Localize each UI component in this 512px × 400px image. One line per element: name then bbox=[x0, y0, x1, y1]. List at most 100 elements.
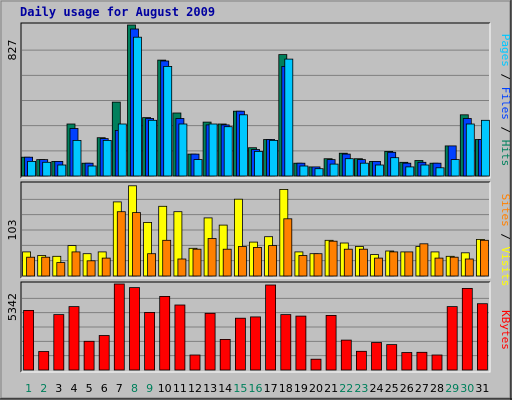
bar-kbytes-day-14 bbox=[219, 338, 231, 371]
bar-kbytes-day-4 bbox=[68, 306, 80, 371]
bar-pages-day-18 bbox=[284, 58, 294, 177]
bar-pages-day-31 bbox=[480, 119, 490, 177]
bar-sites-day-15 bbox=[237, 246, 247, 277]
legend-entry-files: Files bbox=[499, 87, 512, 120]
x-tick-day-14: 14 bbox=[218, 382, 232, 395]
bar-sites-day-26 bbox=[404, 251, 414, 277]
bar-kbytes-day-10 bbox=[159, 295, 171, 371]
bar-kbytes-day-21 bbox=[325, 314, 337, 371]
plot-border-bottom-right bbox=[21, 182, 491, 279]
bar-kbytes-day-12 bbox=[189, 354, 201, 371]
bar-pages-day-14 bbox=[223, 126, 233, 177]
bar-pages-day-28 bbox=[435, 167, 445, 177]
x-tick-day-1: 1 bbox=[25, 382, 32, 395]
chart-title: Daily usage for August 2009 bbox=[20, 5, 215, 19]
x-tick-day-2: 2 bbox=[40, 382, 47, 395]
bar-kbytes-day-23 bbox=[355, 350, 367, 371]
plot-border-top-left bbox=[20, 22, 490, 178]
plot-border-bottom-right bbox=[21, 282, 491, 373]
plot-border-bottom-right bbox=[21, 23, 491, 179]
bar-sites-day-9 bbox=[147, 253, 157, 277]
bar-pages-day-19 bbox=[299, 165, 309, 177]
bar-kbytes-day-27 bbox=[416, 351, 428, 371]
x-tick-day-30: 30 bbox=[460, 382, 474, 395]
legend-visits-sites: Sites / Visits bbox=[499, 194, 512, 287]
bar-sites-day-6 bbox=[101, 257, 111, 277]
bar-sites-day-31 bbox=[479, 239, 489, 277]
legend-entry-sites: Sites bbox=[499, 194, 512, 227]
bar-kbytes-day-5 bbox=[83, 340, 95, 371]
legend-entry-hits: Hits bbox=[499, 140, 512, 167]
bar-kbytes-day-13 bbox=[204, 312, 216, 371]
x-tick-day-21: 21 bbox=[324, 382, 338, 395]
x-tick-day-15: 15 bbox=[233, 382, 247, 395]
x-tick-day-9: 9 bbox=[146, 382, 153, 395]
panel-hits-files-pages bbox=[20, 22, 491, 179]
bar-sites-day-3 bbox=[56, 262, 66, 277]
bar-sites-day-24 bbox=[374, 257, 383, 277]
bar-pages-day-1 bbox=[27, 160, 37, 177]
bar-pages-day-6 bbox=[102, 139, 112, 177]
bar-kbytes-day-24 bbox=[371, 342, 382, 371]
bar-sites-day-21 bbox=[328, 240, 338, 277]
bar-pages-day-8 bbox=[133, 36, 142, 177]
bar-kbytes-day-28 bbox=[431, 354, 443, 371]
y-max-label-hits-files-pages: 827 bbox=[6, 40, 19, 61]
bar-kbytes-day-1 bbox=[23, 309, 35, 371]
bar-kbytes-day-22 bbox=[340, 339, 352, 371]
bar-sites-day-29 bbox=[449, 256, 459, 277]
bar-pages-day-5 bbox=[87, 165, 97, 177]
bar-kbytes-day-19 bbox=[295, 315, 307, 371]
bar-sites-day-5 bbox=[86, 260, 96, 277]
bar-sites-day-8 bbox=[132, 212, 141, 277]
bar-sites-day-10 bbox=[162, 239, 172, 277]
bar-kbytes-day-9 bbox=[144, 311, 156, 371]
y-max-label-kbytes: 5342 bbox=[6, 293, 19, 321]
bar-sites-day-14 bbox=[222, 248, 232, 277]
bar-sites-day-19 bbox=[298, 255, 308, 277]
bar-pages-day-26 bbox=[405, 166, 415, 177]
legend-entry--: / bbox=[499, 67, 512, 87]
x-tick-day-19: 19 bbox=[294, 382, 308, 395]
x-tick-day-6: 6 bbox=[101, 382, 108, 395]
bar-pages-day-27 bbox=[420, 164, 430, 177]
x-tick-day-27: 27 bbox=[415, 382, 429, 395]
bar-pages-day-30 bbox=[465, 123, 475, 177]
legend-kbytes: KBytes bbox=[499, 310, 512, 350]
bar-kbytes-day-8 bbox=[129, 287, 140, 371]
bar-kbytes-day-31 bbox=[476, 303, 488, 371]
bar-pages-day-17 bbox=[269, 139, 279, 177]
x-tick-day-20: 20 bbox=[309, 382, 323, 395]
bar-pages-day-4 bbox=[72, 139, 82, 177]
x-tick-labels: 1 2 3 4 5 6 7 8 9 10 11 12 13 14 15 16 17 18 19 20 21 22 23 24 2… bbox=[25, 382, 489, 395]
bar-sites-day-12 bbox=[192, 248, 202, 277]
bar-pages-day-22 bbox=[344, 158, 354, 177]
x-tick-day-24: 24 bbox=[370, 382, 384, 395]
bar-kbytes-day-7 bbox=[113, 283, 125, 371]
bar-pages-day-2 bbox=[42, 161, 52, 177]
bar-sites-day-28 bbox=[434, 257, 444, 277]
bar-pages-day-11 bbox=[178, 123, 188, 177]
x-tick-day-26: 26 bbox=[400, 382, 414, 395]
bar-kbytes-day-2 bbox=[38, 351, 50, 371]
legends: Pages / Files / Hits Sites / Visits KBytes bbox=[499, 34, 512, 350]
panel-visits-sites bbox=[20, 181, 491, 279]
bar-pages-day-29 bbox=[450, 159, 460, 177]
bar-kbytes-day-29 bbox=[446, 306, 458, 371]
bar-sites-day-25 bbox=[389, 251, 399, 277]
bar-pages-day-9 bbox=[148, 119, 158, 177]
bar-sites-day-22 bbox=[343, 248, 353, 277]
bar-sites-day-16 bbox=[253, 246, 262, 277]
bar-pages-day-21 bbox=[329, 163, 339, 177]
bar-sites-day-20 bbox=[313, 253, 323, 277]
plot-areas bbox=[20, 22, 491, 373]
bar-kbytes-day-30 bbox=[461, 287, 473, 371]
bar-pages-day-20 bbox=[314, 168, 324, 177]
bar-pages-day-24 bbox=[375, 164, 384, 177]
legend-entry-kbytes: KBytes bbox=[499, 310, 512, 350]
legend-entry--: / bbox=[499, 120, 512, 140]
bar-kbytes-day-16 bbox=[250, 316, 261, 371]
bar-pages-day-12 bbox=[193, 159, 203, 177]
